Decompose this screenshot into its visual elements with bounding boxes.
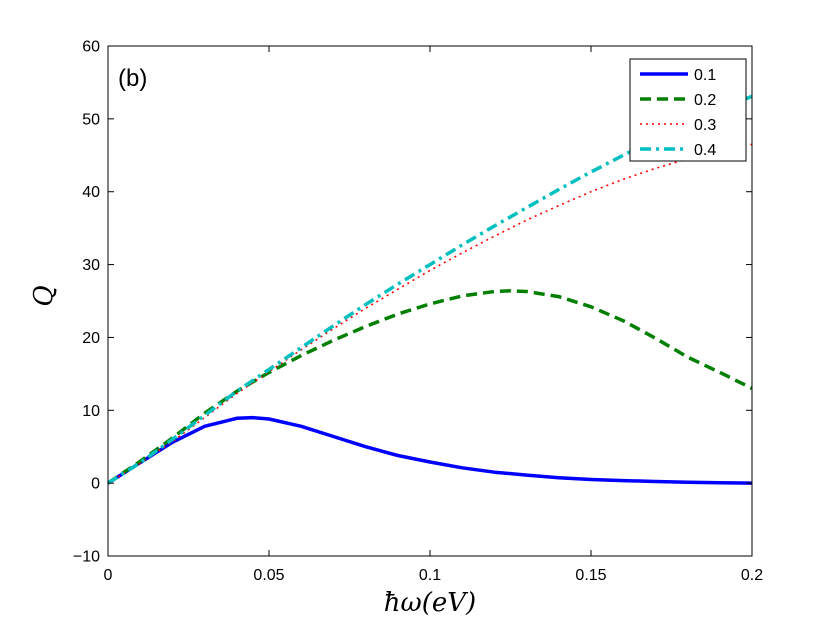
y-tick-label: 0 [91, 476, 100, 493]
panel-label: (b) [118, 65, 147, 92]
legend-label: 0.4 [694, 142, 716, 159]
legend-label: 0.3 [694, 117, 716, 134]
legend-label: 0.1 [694, 67, 716, 84]
legend: 0.1 0.2 0.3 0.4 [629, 58, 747, 162]
series-layer [107, 94, 753, 485]
x-tick-label: 0 [104, 567, 113, 584]
y-tick-label: 10 [82, 403, 100, 420]
series-line-0-1 [107, 415, 753, 485]
legend-box [629, 58, 747, 162]
y-tick-label: 30 [82, 257, 100, 274]
y-tick-label: 60 [82, 39, 100, 56]
y-tick-label: 20 [82, 330, 100, 347]
x-axis-title: ħω(eV) [384, 588, 476, 618]
y-tick-label: −10 [73, 549, 100, 566]
x-tick-label: 0.2 [741, 567, 763, 584]
y-tick-label: 40 [82, 184, 100, 201]
x-tick-label: 0.05 [253, 567, 284, 584]
y-axis-title: Q [29, 285, 59, 306]
y-tick-label: 50 [82, 111, 100, 128]
x-tick-label: 0.15 [575, 567, 606, 584]
x-tick-label: 0.1 [419, 567, 441, 584]
series-line-0-4 [107, 94, 753, 485]
legend-label: 0.2 [694, 92, 716, 109]
